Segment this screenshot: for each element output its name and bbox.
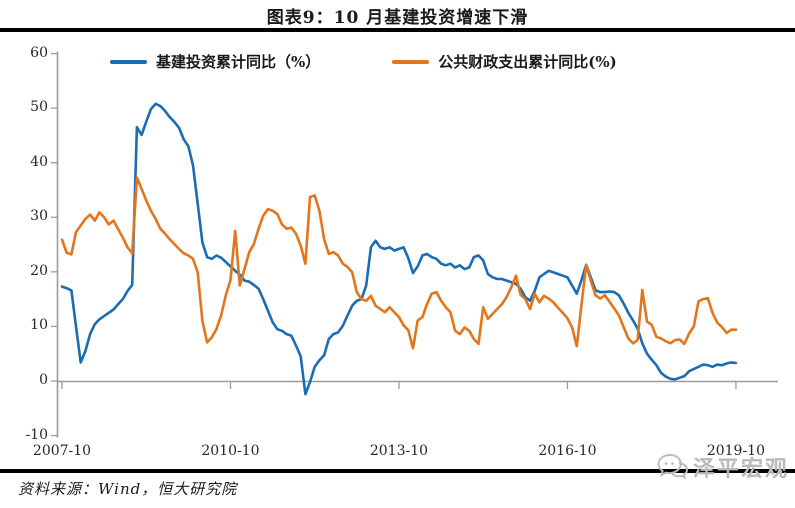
y-tick-label: 40 — [30, 153, 48, 170]
legend: 基建投资累计同比（%） 公共财政支出累计同比(%) — [110, 51, 617, 72]
source-note: 资料来源：Wind，恒大研究院 — [18, 480, 238, 498]
x-tick-label: 2010-10 — [201, 443, 260, 459]
watermark-text: 泽平宏观 — [692, 456, 789, 482]
x-tick-label: 2019-10 — [706, 443, 765, 459]
watermark: 泽平宏观 — [657, 451, 789, 483]
chat-bubbles-icon — [657, 453, 688, 480]
top-divider — [0, 28, 795, 32]
legend-label-fiscal: 公共财政支出累计同比(%) — [438, 53, 617, 71]
y-tick-label: 0 — [39, 372, 48, 388]
y-tick-label: 30 — [30, 208, 48, 225]
series-line-1 — [60, 176, 738, 350]
legend-line-sample-orange — [392, 59, 430, 64]
y-tick-label: -10 — [25, 426, 48, 443]
legend-item-infrastructure: 基建投资累计同比（%） — [110, 51, 320, 72]
y-tick-label: 60 — [30, 44, 48, 61]
series-line-0 — [60, 102, 738, 396]
y-tick-label: 20 — [30, 262, 48, 279]
x-tick-label: 2007-10 — [32, 443, 92, 459]
legend-item-fiscal: 公共财政支出累计同比(%) — [392, 51, 617, 72]
y-tick-label: 50 — [30, 99, 48, 116]
y-tick-label: 10 — [30, 317, 48, 334]
legend-line-sample-blue — [110, 59, 147, 64]
x-tick-label: 2016-10 — [538, 443, 597, 459]
legend-label-infrastructure: 基建投资累计同比（%） — [156, 53, 321, 71]
chart-title: 图表9：10 月基建投资增速下滑 — [266, 8, 529, 28]
bottom-divider — [0, 469, 795, 473]
x-tick-label: 2013-10 — [369, 443, 429, 459]
